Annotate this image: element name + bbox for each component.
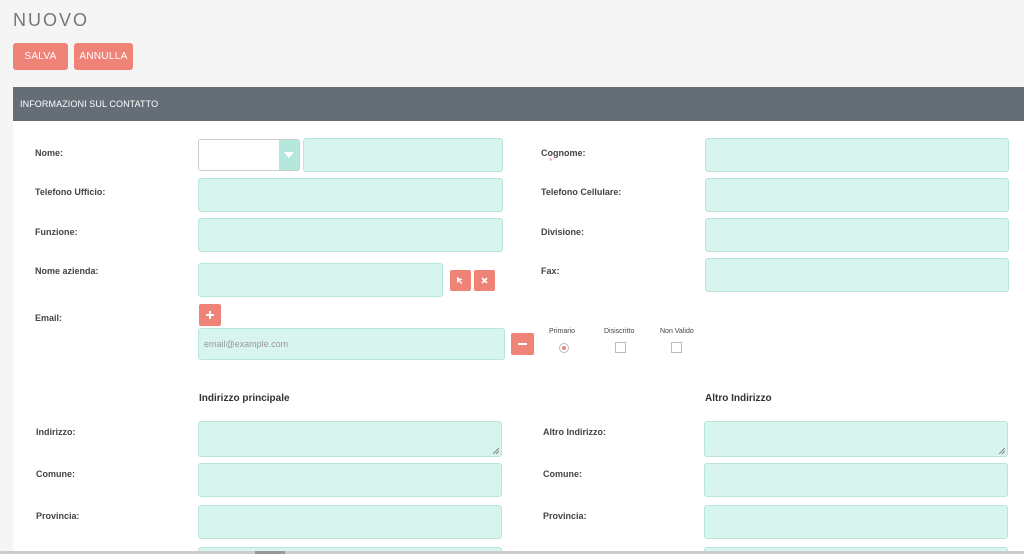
select-arrow-box[interactable] [279, 140, 299, 170]
clear-company-button[interactable] [474, 270, 495, 291]
contact-info-panel: INFORMAZIONI SUL CONTATTO Nome: Cognome:… [13, 87, 1024, 554]
scrollbar-thumb[interactable] [255, 551, 285, 554]
telefono-cellulare-label: Telefono Cellulare: [541, 187, 622, 197]
close-icon [481, 277, 488, 284]
primary-postal-input[interactable] [198, 547, 502, 554]
required-marker: * [549, 157, 553, 166]
minus-icon [518, 343, 527, 345]
save-button[interactable]: SALVA [13, 43, 68, 70]
horizontal-scrollbar[interactable] [0, 551, 1024, 554]
chevron-down-icon [284, 152, 294, 158]
comune-label: Comune: [36, 469, 75, 479]
salutation-select[interactable] [198, 139, 300, 171]
cursor-arrow-icon [457, 277, 463, 284]
email-invalid-checkbox[interactable] [671, 342, 682, 353]
nome-azienda-label: Nome azienda: [35, 266, 99, 276]
alt-city-input[interactable] [704, 463, 1008, 497]
funzione-label: Funzione: [35, 227, 78, 237]
alt-postal-input[interactable] [704, 547, 1008, 554]
divisione-label: Divisione: [541, 227, 585, 237]
fax-input[interactable] [705, 258, 1009, 292]
nome-label: Nome: [35, 148, 64, 158]
office-phone-input[interactable] [198, 178, 503, 212]
provincia-label: Provincia: [36, 511, 80, 521]
fax-label: Fax: [541, 266, 560, 276]
cognome-label: Cognome: [541, 148, 586, 158]
alt-street-input[interactable] [704, 421, 1008, 457]
email-primary-radio[interactable] [559, 343, 569, 353]
remove-email-button[interactable] [511, 333, 534, 355]
title-input[interactable] [198, 218, 503, 252]
department-input[interactable] [705, 218, 1009, 252]
alt-state-input[interactable] [704, 505, 1008, 539]
alt-provincia-label: Provincia: [543, 511, 587, 521]
alt-comune-label: Comune: [543, 469, 582, 479]
primary-state-input[interactable] [198, 505, 502, 539]
select-company-button[interactable] [450, 270, 471, 291]
email-optout-checkbox[interactable] [615, 342, 626, 353]
altro-indirizzo-label: Altro Indirizzo: [543, 427, 606, 437]
email-option-primary-label: Primario [549, 328, 576, 335]
first-name-input[interactable] [303, 138, 503, 172]
email-option-invalid-label: Non Valido [660, 328, 694, 335]
last-name-input[interactable] [705, 138, 1009, 172]
add-email-button[interactable] [199, 304, 221, 326]
telefono-ufficio-label: Telefono Ufficio: [35, 187, 106, 197]
mobile-phone-input[interactable] [705, 178, 1009, 212]
email-input[interactable]: email@example.com [198, 328, 505, 360]
primary-address-title: Indirizzo principale [199, 393, 290, 404]
primary-street-input[interactable] [198, 421, 502, 457]
email-option-optout-label: Disiscritto [604, 328, 635, 335]
panel-header[interactable]: INFORMAZIONI SUL CONTATTO [13, 87, 1024, 121]
company-name-input[interactable] [198, 263, 443, 297]
cancel-button[interactable]: ANNULLA [74, 43, 133, 70]
alt-address-title: Altro Indirizzo [705, 393, 772, 404]
page-title: NUOVO [13, 10, 90, 30]
primary-city-input[interactable] [198, 463, 502, 497]
email-label: Email: [35, 313, 63, 323]
indirizzo-label: Indirizzo: [36, 427, 76, 437]
